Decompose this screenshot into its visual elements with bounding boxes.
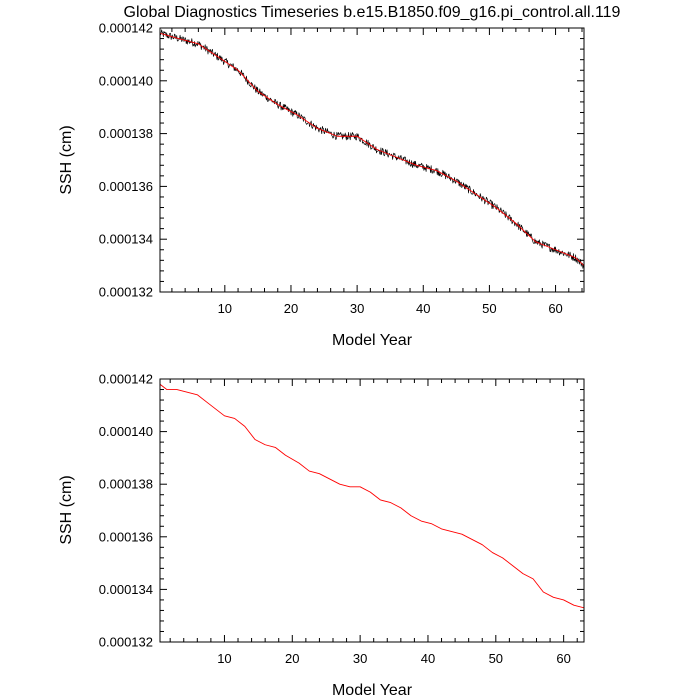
top-x-tick-label: 40 <box>416 301 430 316</box>
bottom-series-line-annual-mean <box>160 383 584 609</box>
bottom-x-tick-label: 50 <box>489 651 503 666</box>
bottom-y-tick-label: 0.000140 <box>99 424 153 439</box>
top-x-tick-label: 30 <box>350 301 364 316</box>
top-x-tick-label: 20 <box>284 301 298 316</box>
top-panel: Model Year SSH (cm) 10 20 30 40 50 60 0.000132… <box>58 21 585 349</box>
top-x-axis-title: Model Year <box>332 332 413 349</box>
top-series-line-annual-mean <box>160 32 584 266</box>
bottom-y-tick-label: 0.000136 <box>99 529 153 544</box>
top-plot-frame <box>159 27 585 293</box>
top-x-tick-label: 60 <box>548 301 562 316</box>
top-y-tick-label: 0.000132 <box>99 285 153 300</box>
bottom-x-tick-label: 30 <box>353 651 367 666</box>
top-x-tick-label: 10 <box>218 301 232 316</box>
bottom-x-tick-label: 10 <box>217 651 231 666</box>
bottom-x-axis-title: Model Year <box>332 682 413 699</box>
bottom-x-tick-label: 40 <box>421 651 435 666</box>
top-y-tick-label: 0.000134 <box>99 232 153 247</box>
bottom-x-tick-label: 60 <box>556 651 570 666</box>
top-y-axis-title: SSH (cm) <box>58 125 75 194</box>
bottom-y-tick-label: 0.000134 <box>99 582 153 597</box>
top-y-tick-label: 0.000138 <box>99 126 153 141</box>
top-y-tick-label: 0.000140 <box>99 73 153 88</box>
top-y-tick-label: 0.000136 <box>99 179 153 194</box>
bottom-y-tick-label: 0.000132 <box>99 635 153 650</box>
top-series-line-monthly <box>160 29 584 269</box>
bottom-plot-frame <box>159 378 585 643</box>
top-x-tick-label: 50 <box>482 301 496 316</box>
bottom-y-tick-label: 0.000138 <box>99 477 153 492</box>
figure-title: Global Diagnostics Timeseries b.e15.B185… <box>124 4 621 21</box>
bottom-x-tick-label: 20 <box>285 651 299 666</box>
top-y-tick-label: 0.000142 <box>99 21 153 36</box>
bottom-y-axis-title: SSH (cm) <box>58 475 75 544</box>
bottom-y-tick-label: 0.000142 <box>99 372 153 387</box>
bottom-panel: Model Year SSH (cm) 10 20 30 40 50 60 0.000132… <box>58 372 585 699</box>
